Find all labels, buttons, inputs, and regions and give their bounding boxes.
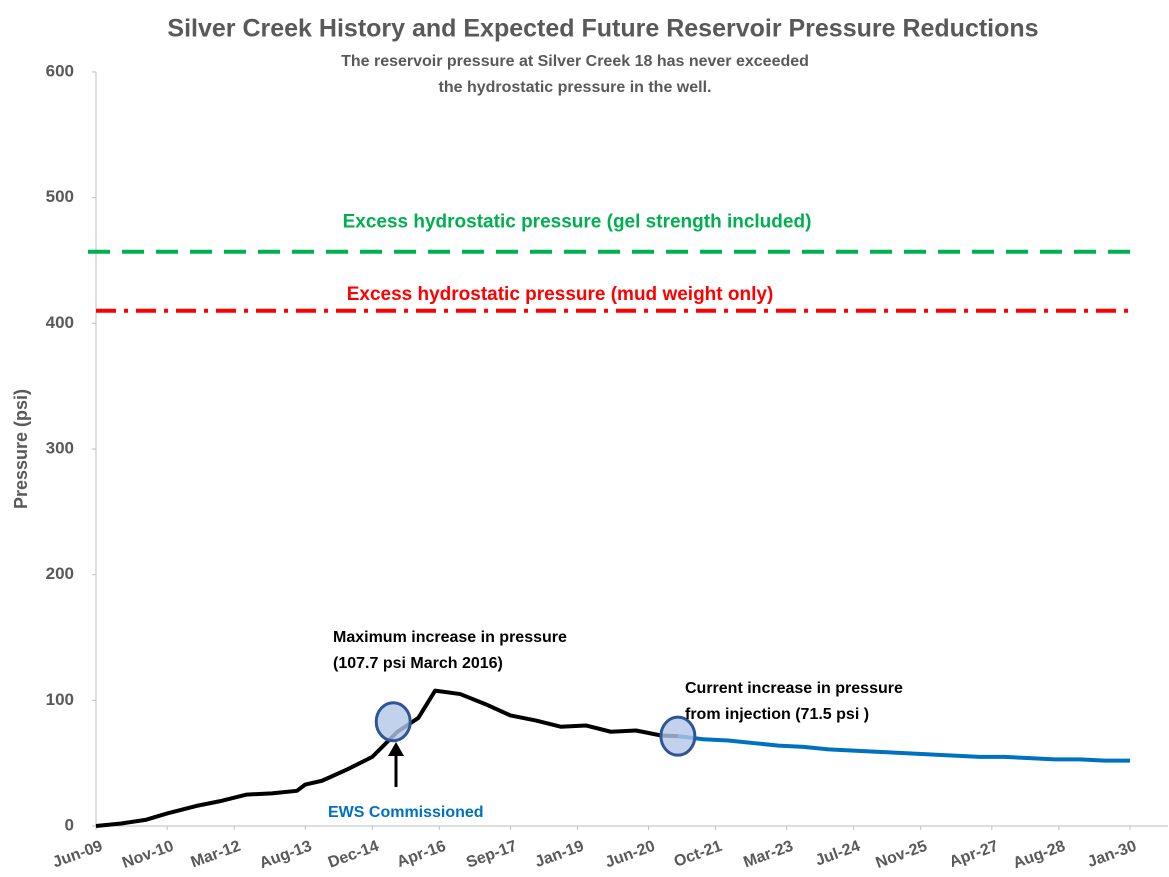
x-tick-label: Nov-25 <box>874 838 930 872</box>
y-tick-label: 0 <box>65 815 74 834</box>
x-tick-label: Apr-16 <box>395 838 449 871</box>
annotation: (107.7 psi March 2016) <box>333 655 503 672</box>
x-tick-label: Sep-17 <box>464 838 519 872</box>
y-tick-label: 400 <box>46 313 74 332</box>
subtitle: the hydrostatic pressure in the well. <box>439 79 712 96</box>
y-tick-label: 200 <box>46 564 74 583</box>
x-tick-label: Mar-12 <box>189 838 243 872</box>
chart-title: Silver Creek History and Expected Future… <box>167 15 1038 43</box>
annotation: EWS Commissioned <box>328 804 484 821</box>
x-tick-label: Mar-23 <box>741 838 795 872</box>
x-tick-label: Jan-19 <box>533 838 587 871</box>
annotation: from injection (71.5 psi ) <box>685 706 869 723</box>
x-tick-label: Jun-20 <box>603 838 657 872</box>
x-tick-label: Nov-10 <box>120 838 176 872</box>
reference-label: Excess hydrostatic pressure (gel strengt… <box>343 212 812 233</box>
highlight-marker <box>659 715 697 757</box>
series-line <box>677 734 1130 763</box>
x-tick-label: Apr-27 <box>947 838 1001 871</box>
y-tick-label: 500 <box>46 187 74 206</box>
annotation: Maximum increase in pressure <box>333 629 567 646</box>
x-tick-label: Jul-24 <box>813 838 862 870</box>
x-tick-label: Jun-09 <box>51 838 105 872</box>
subtitle: The reservoir pressure at Silver Creek 1… <box>341 53 809 70</box>
reference-label: Excess hydrostatic pressure (mud weight … <box>347 284 774 305</box>
y-tick-label: 100 <box>46 690 74 709</box>
x-tick-label: Dec-14 <box>326 838 381 872</box>
x-tick-label: Aug-28 <box>1011 838 1068 873</box>
y-tick-label: 300 <box>46 438 74 457</box>
x-tick-label: Jan-30 <box>1085 838 1139 871</box>
arrow-head <box>388 742 404 756</box>
x-tick-label: Oct-21 <box>672 838 725 871</box>
x-tick-label: Aug-13 <box>257 838 314 873</box>
y-tick-label: 600 <box>46 61 74 80</box>
highlight-marker <box>374 701 412 743</box>
annotation: Current increase in pressure <box>685 680 903 697</box>
y-axis-label: Pressure (psi) <box>11 389 31 509</box>
series-line <box>95 688 678 828</box>
